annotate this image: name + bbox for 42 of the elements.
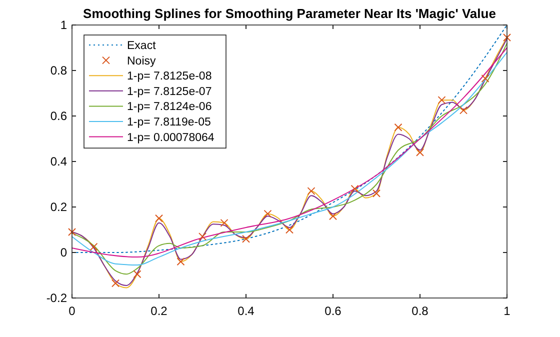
legend-label: 1-p= 0.00078064 <box>127 132 215 144</box>
point <box>307 187 316 196</box>
legend-label: 1-p= 7.8125e-07 <box>127 86 212 98</box>
point <box>68 228 76 236</box>
point <box>176 258 185 266</box>
y-tick-label: 1 <box>60 18 68 32</box>
point <box>155 214 163 222</box>
legend-label: Exact <box>127 40 157 52</box>
y-tick-label: 0.2 <box>50 200 68 214</box>
point <box>350 184 359 193</box>
point <box>112 279 120 288</box>
y-tick-label: 0.4 <box>50 154 68 168</box>
x-tick-label: 0.4 <box>238 304 255 318</box>
x-tick-label: 0.6 <box>324 304 342 318</box>
y-tick-label: -0.2 <box>46 291 68 305</box>
legend-label: 1-p= 7.8119e-05 <box>127 116 211 128</box>
point <box>394 123 402 132</box>
point <box>198 232 206 241</box>
legend-label: 1-p= 7.8125e-08 <box>127 70 212 83</box>
point <box>242 234 250 243</box>
point <box>416 148 424 156</box>
point <box>372 189 380 198</box>
y-tick-label: 0.8 <box>50 64 68 78</box>
legend-label: 1-p= 7.8124e-06 <box>127 101 212 114</box>
y-tick-label: 0 <box>60 246 68 260</box>
point <box>220 218 228 227</box>
legend-label: Noisy <box>127 55 156 68</box>
x-tick-label: 0 <box>68 304 76 318</box>
x-tick-label: 0.8 <box>412 304 429 318</box>
point <box>481 74 490 82</box>
chart-title: Smoothing Splines for Smoothing Parameter Near Its 'Magic' Value <box>83 6 496 21</box>
point <box>264 210 272 218</box>
x-tick-label: 1 <box>504 304 511 318</box>
y-tick-label: 0.6 <box>50 109 68 123</box>
x-tick-label: 0.2 <box>150 304 168 318</box>
point <box>286 226 294 234</box>
point <box>460 106 468 114</box>
point <box>503 34 511 42</box>
point <box>438 96 446 104</box>
point <box>133 270 142 278</box>
point <box>90 242 98 251</box>
point <box>329 212 337 220</box>
